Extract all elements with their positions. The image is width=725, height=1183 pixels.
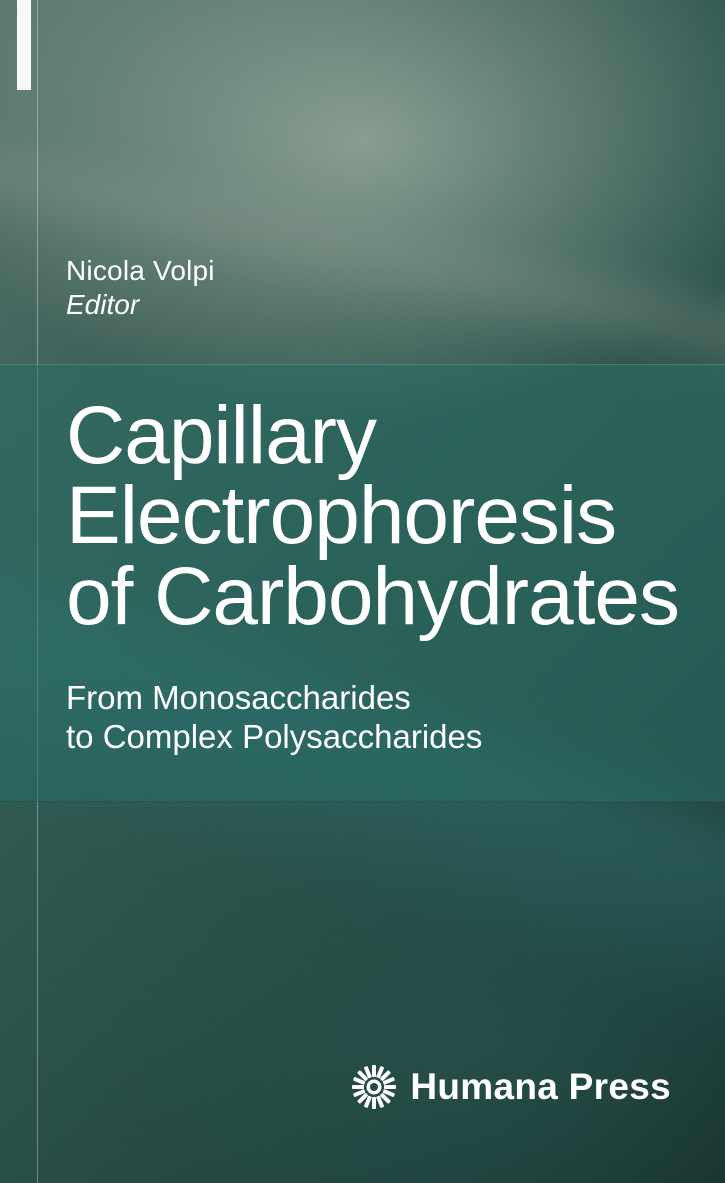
- title-line-2: Electrophoresis: [66, 476, 679, 556]
- spine-tab: [17, 0, 31, 90]
- subtitle-line-1: From Monosaccharides: [66, 679, 679, 718]
- book-cover: Nicola Volpi Editor Capillary Electropho…: [0, 0, 725, 1183]
- subtitle-line-2: to Complex Polysaccharides: [66, 718, 679, 757]
- publisher-name: Humana Press: [410, 1066, 671, 1108]
- editor-name: Nicola Volpi: [66, 255, 215, 287]
- title-block: Capillary Electrophoresis of Carbohydrat…: [66, 396, 679, 757]
- book-title: Capillary Electrophoresis of Carbohydrat…: [66, 396, 679, 637]
- title-line-3: of Carbohydrates: [66, 557, 679, 637]
- publisher-block: Humana Press: [352, 1065, 671, 1109]
- book-subtitle: From Monosaccharides to Complex Polysacc…: [66, 679, 679, 757]
- editor-role: Editor: [66, 289, 215, 321]
- editor-block: Nicola Volpi Editor: [66, 255, 215, 321]
- title-line-1: Capillary: [66, 396, 679, 476]
- publisher-sunburst-icon: [352, 1065, 396, 1109]
